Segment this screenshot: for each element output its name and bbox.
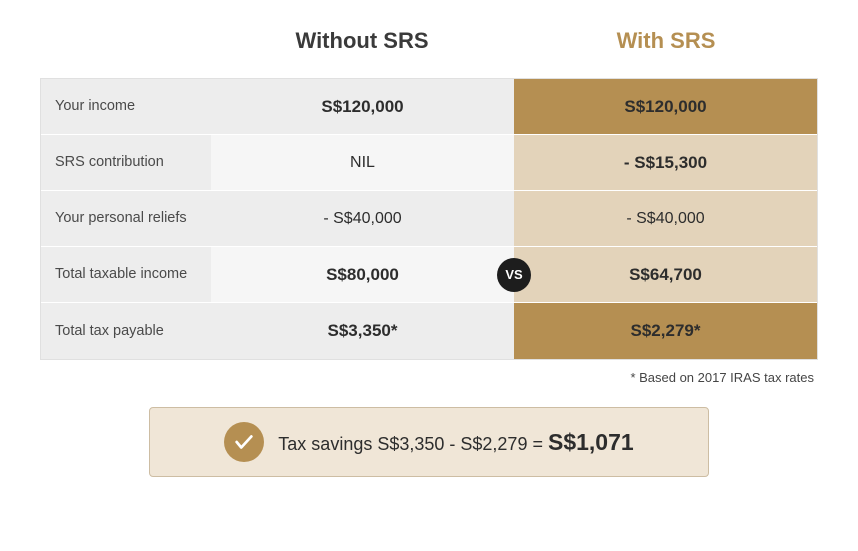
savings-text: Tax savings S$3,350 - S$2,279 = S$1,071: [278, 429, 633, 456]
column-headers: Without SRS With SRS: [40, 20, 818, 68]
with-payable: S$2,279*: [514, 303, 817, 359]
comparison-table: Your income S$120,000 S$120,000 SRS cont…: [40, 78, 818, 360]
without-reliefs: - S$40,000: [211, 191, 514, 246]
row-payable: Total tax payable S$3,350* S$2,279*: [41, 303, 817, 359]
row-taxable: Total taxable income S$80,000 S$64,700 V…: [41, 247, 817, 303]
header-with: With SRS: [514, 20, 818, 68]
row-income: Your income S$120,000 S$120,000: [41, 79, 817, 135]
label-taxable: Total taxable income: [41, 247, 211, 302]
without-srs: NIL: [211, 135, 514, 190]
without-taxable: S$80,000: [211, 247, 514, 302]
with-reliefs: - S$40,000: [514, 191, 817, 246]
check-icon: [224, 422, 264, 462]
with-srs: - S$15,300: [514, 135, 817, 190]
label-reliefs: Your personal reliefs: [41, 191, 211, 246]
savings-prefix: Tax savings S$3,350 - S$2,279 =: [278, 434, 548, 454]
savings-amount: S$1,071: [548, 429, 634, 455]
header-without: Without SRS: [210, 20, 514, 68]
with-taxable: S$64,700: [514, 247, 817, 302]
label-srs: SRS contribution: [41, 135, 211, 190]
label-income: Your income: [41, 79, 211, 134]
row-reliefs: Your personal reliefs - S$40,000 - S$40,…: [41, 191, 817, 247]
savings-box: Tax savings S$3,350 - S$2,279 = S$1,071: [149, 407, 709, 477]
row-srs: SRS contribution NIL - S$15,300: [41, 135, 817, 191]
label-payable: Total tax payable: [41, 303, 211, 359]
with-income: S$120,000: [514, 79, 817, 134]
without-payable: S$3,350*: [211, 303, 514, 359]
footnote: * Based on 2017 IRAS tax rates: [40, 370, 818, 385]
without-income: S$120,000: [211, 79, 514, 134]
